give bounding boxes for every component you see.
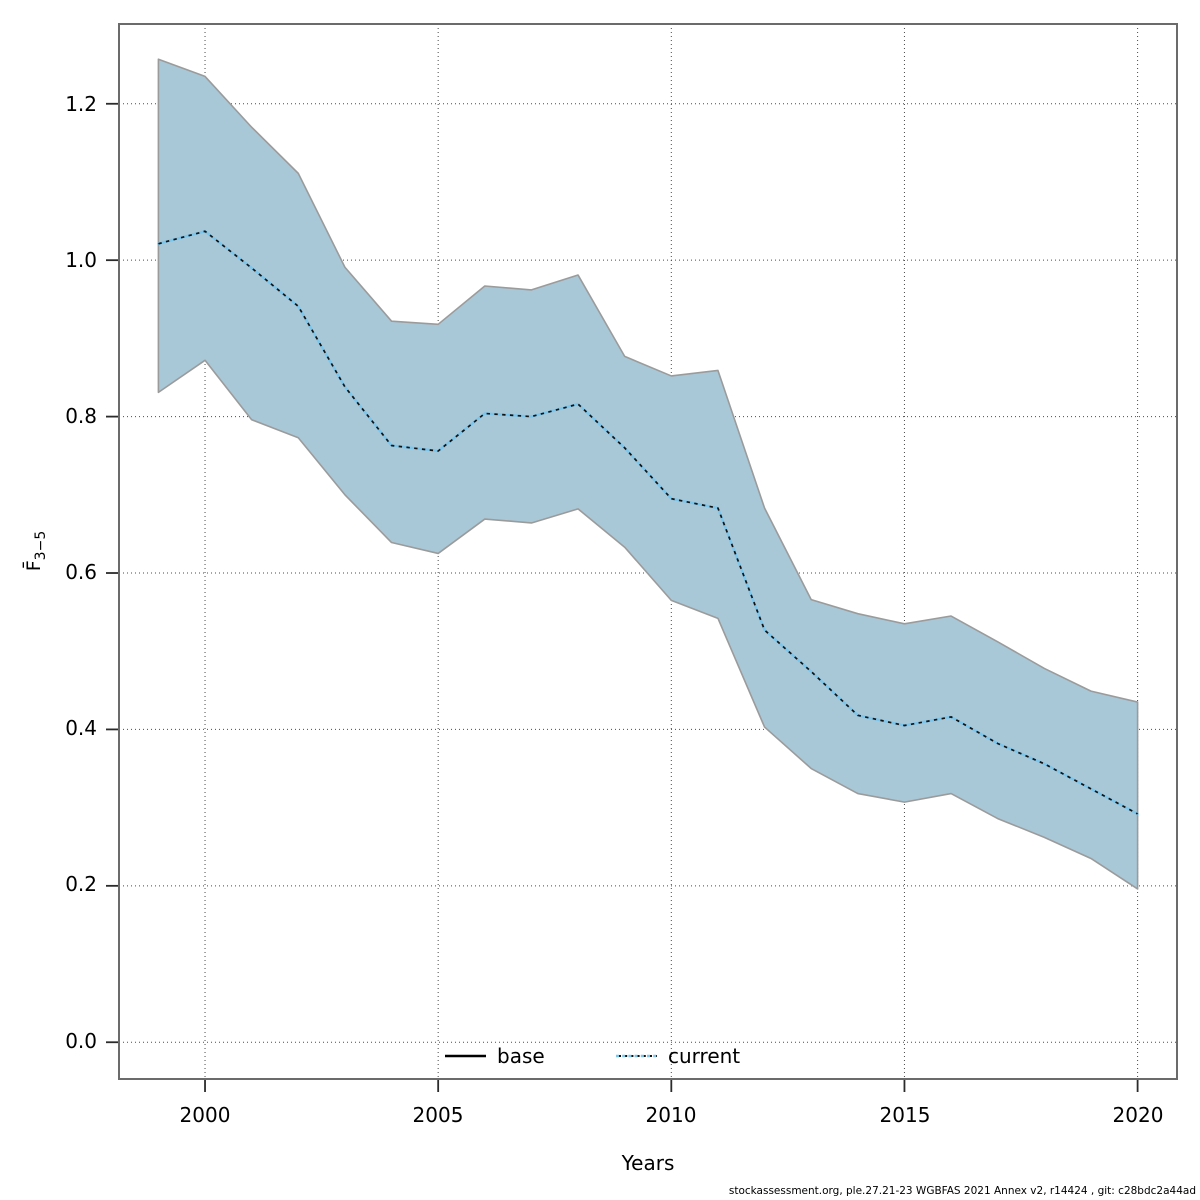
legend: base current (445, 1044, 740, 1068)
x-axis-tick-labels: 2000 2005 2010 2015 2020 (180, 1103, 1164, 1127)
tick-marks (106, 102, 1139, 1092)
x-axis-title: Years (621, 1151, 675, 1175)
y-tick-label: 0.4 (65, 716, 97, 740)
x-tick-label: 2020 (1113, 1103, 1164, 1127)
y-tick-label: 1.0 (65, 248, 97, 272)
y-axis-title: F̄3−5 (21, 531, 49, 571)
x-tick-label: 2000 (180, 1103, 231, 1127)
footer-citation: stockassessment.org, ple.27.21-23 WGBFAS… (729, 1185, 1196, 1197)
y-tick-label: 0.8 (65, 404, 97, 428)
y-axis-tick-labels: 0.0 0.2 0.4 0.6 0.8 1.0 1.2 (65, 92, 97, 1053)
y-tick-label: 0.0 (65, 1029, 97, 1053)
current-line (157, 229, 1139, 816)
x-tick-label: 2005 (413, 1103, 464, 1127)
y-axis-title-subscript: 3−5 (33, 531, 49, 561)
x-tick-label: 2010 (646, 1103, 697, 1127)
legend-label-current: current (668, 1044, 740, 1068)
y-tick-label: 0.6 (65, 560, 97, 584)
x-tick-label: 2015 (880, 1103, 931, 1127)
legend-label-base: base (497, 1044, 545, 1068)
y-axis-title-main: F̄ (21, 560, 45, 571)
data-series (157, 229, 1139, 816)
plot-border (118, 23, 1178, 1080)
y-tick-label: 0.2 (65, 872, 97, 896)
y-tick-label: 1.2 (65, 92, 97, 116)
